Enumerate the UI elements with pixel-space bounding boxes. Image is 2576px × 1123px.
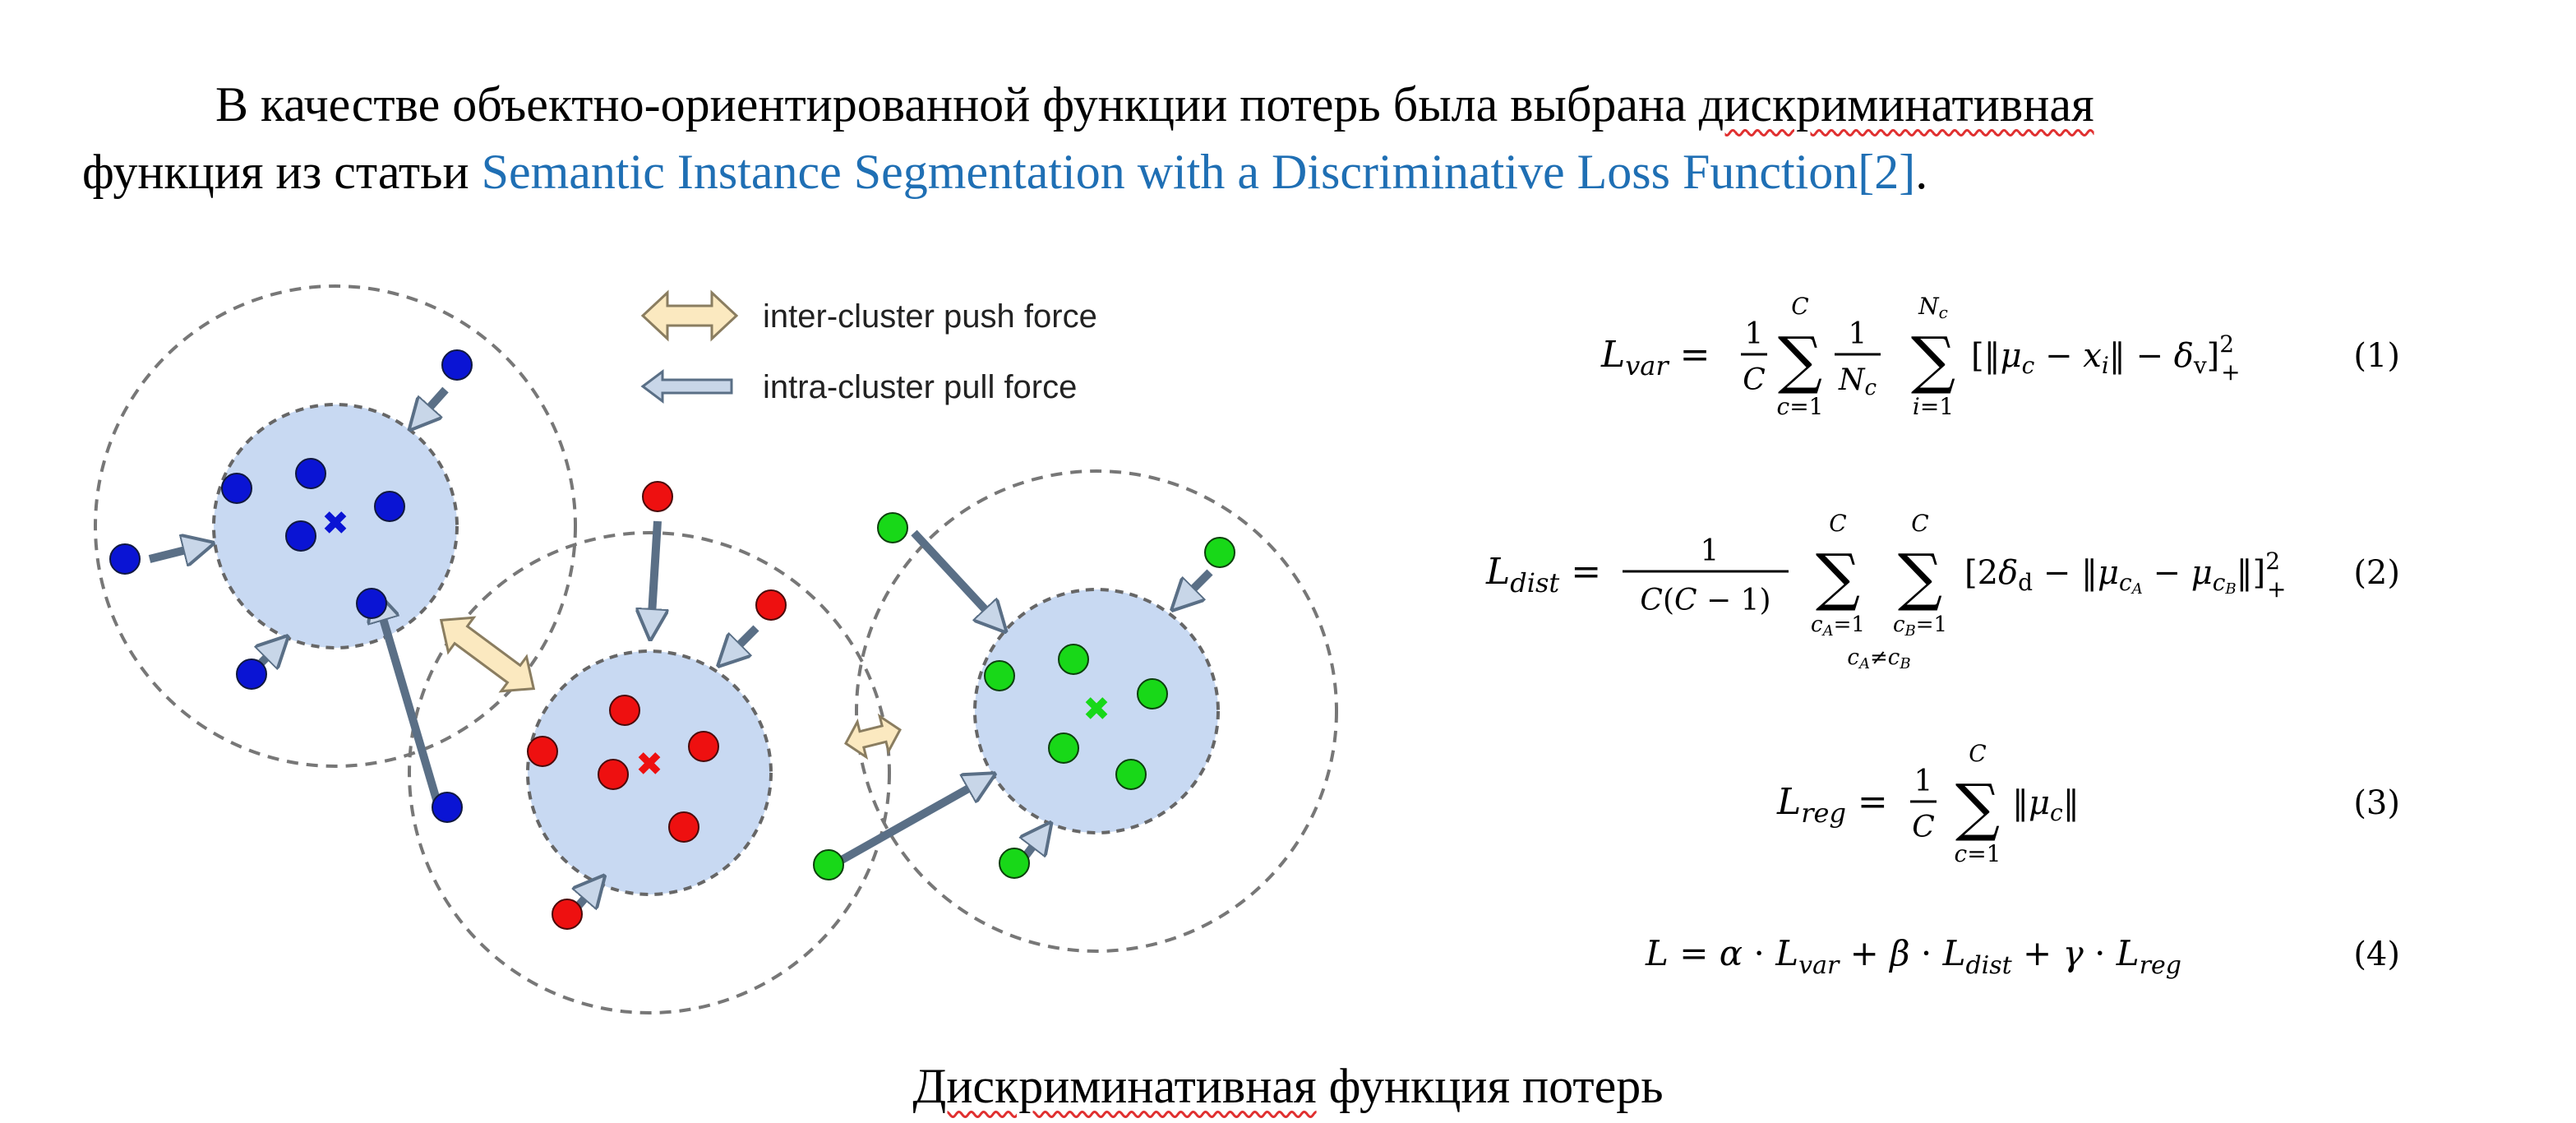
green-cluster-core — [973, 588, 1220, 834]
equation-1: Lvar = 1 C C ∑ c=1 1 Nc Nc ∑ i=1 [‖μc − … — [1600, 293, 2400, 420]
end-punct: . — [1915, 145, 1928, 199]
paragraph-text: В качестве объектно-ориентированной функ… — [215, 77, 1699, 132]
svg-text:c=1: c=1 — [1955, 840, 2001, 867]
svg-text:C(C − 1): C(C − 1) — [1640, 584, 1770, 617]
paper-link-title[interactable]: Semantic Instance Segmentation with a Di… — [481, 145, 1858, 199]
red-points — [527, 481, 787, 930]
paragraph-line-1: В качестве объектно-ориентированной функ… — [82, 71, 2449, 138]
caption-spellcheck-word[interactable]: Дискриминативная — [912, 1059, 1317, 1113]
equation-4-number: (4) — [2353, 936, 2400, 973]
svg-text:Nc: Nc — [1918, 293, 1948, 322]
discriminative-loss-figure: ✖ ✖ ✖ inter-cluster push force intra-clu… — [94, 284, 2400, 1014]
legend: inter-cluster push force intra-cluster p… — [640, 289, 1097, 405]
equation-2: Ldist = 1 C(C − 1) C ∑ cA=1 cA≠cB C ∑ cB… — [1485, 510, 2400, 672]
equation-3-number: (3) — [2353, 784, 2400, 822]
svg-text:∑: ∑ — [1911, 323, 1955, 396]
paragraph-text-2: функция из статьи — [82, 145, 482, 199]
svg-text:∑: ∑ — [1778, 323, 1822, 396]
legend-push-label: inter-cluster push force — [763, 298, 1097, 335]
svg-text:C: C — [1969, 740, 1986, 767]
svg-text:cB=1: cB=1 — [1893, 612, 1947, 640]
paper-link[interactable]: Semantic Instance Segmentation with a Di… — [482, 145, 1916, 199]
paragraph-line-2: функция из статьи Semantic Instance Segm… — [82, 138, 2449, 206]
push-arrow-red-green — [844, 713, 902, 760]
svg-text:cA≠cB: cA≠cB — [1847, 645, 1910, 672]
svg-text:∑: ∑ — [1955, 770, 2000, 843]
svg-text:∑: ∑ — [1816, 540, 1860, 613]
figure-caption: Дискриминативная функция потерь — [0, 1057, 2576, 1115]
red-cluster-core — [526, 649, 773, 896]
svg-text:1: 1 — [1701, 534, 1720, 568]
pull-force-legend-icon — [640, 369, 733, 404]
equation-2-number: (2) — [2353, 554, 2400, 592]
svg-text:C: C — [1829, 510, 1846, 537]
equation-1-number: (1) — [2353, 337, 2400, 375]
blue-centroid-icon: ✖ — [321, 505, 349, 543]
svg-text:Lvar =: Lvar = — [1600, 334, 1710, 381]
blue-points — [109, 349, 473, 823]
svg-text:L = α · Lvar + β · Ldist + γ ·: L = α · Lvar + β · Ldist + γ · Lreg — [1645, 933, 2181, 980]
red-centroid-icon: ✖ — [635, 746, 663, 783]
svg-text:cA=1: cA=1 — [1811, 612, 1865, 640]
svg-text:1: 1 — [1849, 317, 1867, 351]
green-centroid-icon: ✖ — [1083, 691, 1110, 728]
equation-3: Lreg = 1 C C ∑ c=1 ‖μc‖ (3) — [1776, 740, 2400, 867]
svg-text:∑: ∑ — [1898, 540, 1942, 613]
svg-text:1: 1 — [1914, 765, 1933, 798]
push-force-legend-icon — [640, 289, 739, 342]
svg-text:C: C — [1791, 293, 1808, 320]
svg-text:Ldist =: Ldist = — [1485, 551, 1601, 598]
svg-text:Lreg =: Lreg = — [1776, 781, 1888, 829]
svg-text:c=1: c=1 — [1777, 393, 1824, 420]
equation-4: L = α · Lvar + β · Ldist + γ · Lreg (4) — [1645, 933, 2400, 980]
pull-arrows — [148, 386, 1213, 913]
legend-pull-label: intra-cluster pull force — [763, 369, 1077, 405]
spellcheck-word[interactable]: дискриминативная — [1698, 77, 2094, 132]
svg-text:[‖μc − xi‖ − δv]2+: [‖μc − xi‖ − δv]2 + — [1971, 330, 2241, 386]
push-arrow-blue-red — [439, 616, 536, 693]
svg-text:C: C — [1912, 811, 1935, 844]
green-points — [813, 512, 1235, 880]
svg-text:Nc: Nc — [1838, 363, 1877, 400]
svg-text:i=1: i=1 — [1913, 393, 1954, 420]
svg-text:C: C — [1743, 363, 1766, 397]
svg-text:‖μc‖: ‖μc‖ — [2012, 784, 2080, 826]
green-cluster-margin — [855, 469, 1338, 953]
blue-cluster-margin — [94, 284, 577, 768]
caption-rest: функция потерь — [1316, 1059, 1664, 1113]
red-cluster-margin — [408, 531, 891, 1014]
svg-text:C: C — [1911, 510, 1928, 537]
body-paragraph: В качестве объектно-ориентированной функ… — [82, 71, 2449, 206]
svg-text:[2δd − ‖μcA − μcB‖]2+: [2δd − ‖μcA − μcB‖]2 + — [1964, 548, 2287, 603]
citation-ref[interactable]: [2] — [1858, 145, 1916, 199]
svg-text:1: 1 — [1745, 317, 1764, 351]
